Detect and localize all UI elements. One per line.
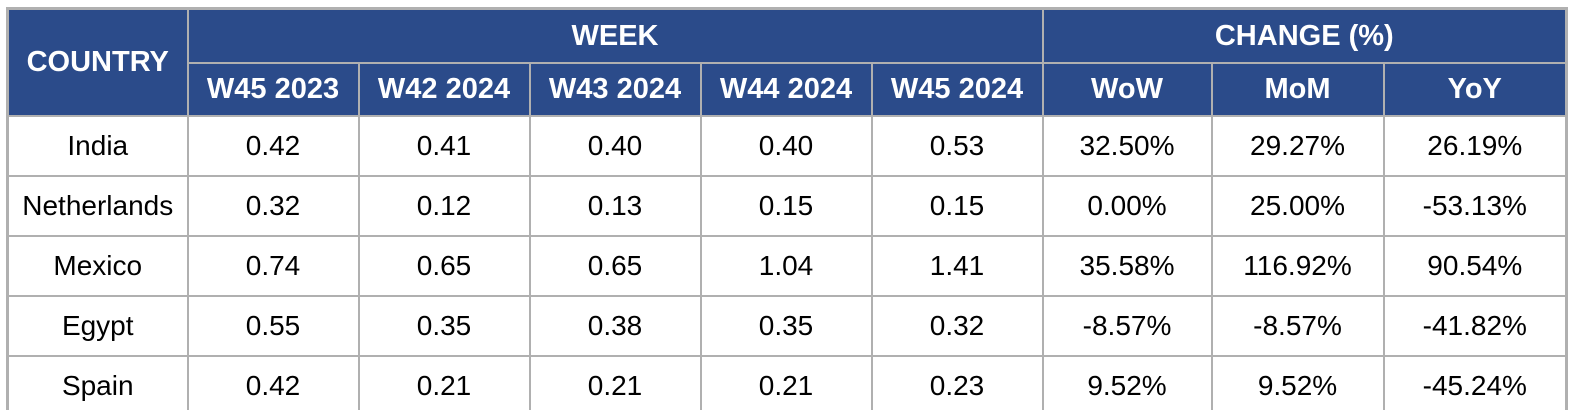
week-value-cell: 0.42 (186, 115, 360, 177)
column-header-country: COUNTRY (6, 7, 189, 117)
table-row: Netherlands 0.32 0.12 0.13 0.15 0.15 0.00% 25.0… (6, 175, 1568, 237)
header-group-row: COUNTRY WEEK CHANGE (%) (6, 7, 1568, 117)
column-header-w44-2024: W44 2024 (699, 62, 873, 117)
week-value-cell: 0.38 (528, 295, 702, 357)
week-value-cell: 0.32 (186, 175, 360, 237)
column-header-w45-2024: W45 2024 (870, 62, 1044, 117)
week-value-cell: 0.42 (186, 355, 360, 410)
change-value-cell: 90.54% (1382, 235, 1568, 297)
week-value-cell: 0.35 (699, 295, 873, 357)
table-row: India 0.42 0.41 0.40 0.40 0.53 32.50% 29.27% 26.… (6, 115, 1568, 177)
change-value-cell: -53.13% (1382, 175, 1568, 237)
header-sub-row: W45 2023 W42 2024 W43 2024 W44 2024 W45 … (8, 62, 1568, 117)
change-value-cell: -8.57% (1210, 295, 1385, 357)
table-row: Egypt 0.55 0.35 0.38 0.35 0.32 -8.57% -8.57% -41… (6, 295, 1568, 357)
column-group-change: CHANGE (%) (1041, 7, 1568, 64)
column-header-wow: WoW (1041, 62, 1213, 117)
week-value-cell: 0.23 (870, 355, 1044, 410)
table-row: Mexico 0.74 0.65 0.65 1.04 1.41 35.58% 116.92% 9… (6, 235, 1568, 297)
change-value-cell: 35.58% (1041, 235, 1213, 297)
country-cell: India (6, 115, 189, 177)
week-value-cell: 0.40 (699, 115, 873, 177)
week-value-cell: 0.55 (186, 295, 360, 357)
week-value-cell: 0.12 (357, 175, 531, 237)
change-value-cell: 0.00% (1041, 175, 1213, 237)
column-header-w45-2023: W45 2023 (186, 62, 360, 117)
change-value-cell: -45.24% (1382, 355, 1568, 410)
week-value-cell: 0.41 (357, 115, 531, 177)
column-group-week: WEEK (186, 7, 1044, 64)
column-header-mom: MoM (1210, 62, 1385, 117)
week-value-cell: 0.74 (186, 235, 360, 297)
country-cell: Spain (6, 355, 189, 410)
change-value-cell: 26.19% (1382, 115, 1568, 177)
column-header-w43-2024: W43 2024 (528, 62, 702, 117)
change-value-cell: 32.50% (1041, 115, 1213, 177)
change-value-cell: 9.52% (1041, 355, 1213, 410)
week-value-cell: 0.15 (870, 175, 1044, 237)
week-value-cell: 0.15 (699, 175, 873, 237)
change-value-cell: 9.52% (1210, 355, 1385, 410)
table-body: India 0.42 0.41 0.40 0.40 0.53 32.50% 29.27% 26.… (6, 115, 1568, 410)
change-value-cell: 116.92% (1210, 235, 1385, 297)
week-value-cell: 0.32 (870, 295, 1044, 357)
country-week-change-table: COUNTRY WEEK CHANGE (%) W45 2023 W42 202… (6, 7, 1569, 410)
week-value-cell: 0.53 (870, 115, 1044, 177)
week-value-cell: 1.04 (699, 235, 873, 297)
week-value-cell: 0.13 (528, 175, 702, 237)
week-value-cell: 0.40 (528, 115, 702, 177)
week-value-cell: 1.41 (870, 235, 1044, 297)
change-value-cell: -41.82% (1382, 295, 1568, 357)
table-header: COUNTRY WEEK CHANGE (%) W45 2023 W42 202… (6, 7, 1568, 117)
week-value-cell: 0.21 (357, 355, 531, 410)
change-value-cell: -8.57% (1041, 295, 1213, 357)
column-header-yoy: YoY (1382, 62, 1568, 117)
week-value-cell: 0.65 (357, 235, 531, 297)
country-cell: Netherlands (6, 175, 189, 237)
table-row: Spain 0.42 0.21 0.21 0.21 0.23 9.52% 9.52% -45.2… (6, 355, 1568, 410)
week-value-cell: 0.21 (528, 355, 702, 410)
week-value-cell: 0.65 (528, 235, 702, 297)
column-header-w42-2024: W42 2024 (357, 62, 531, 117)
change-value-cell: 29.27% (1210, 115, 1385, 177)
change-value-cell: 25.00% (1210, 175, 1385, 237)
country-cell: Mexico (6, 235, 189, 297)
week-value-cell: 0.35 (357, 295, 531, 357)
week-value-cell: 0.21 (699, 355, 873, 410)
country-cell: Egypt (6, 295, 189, 357)
